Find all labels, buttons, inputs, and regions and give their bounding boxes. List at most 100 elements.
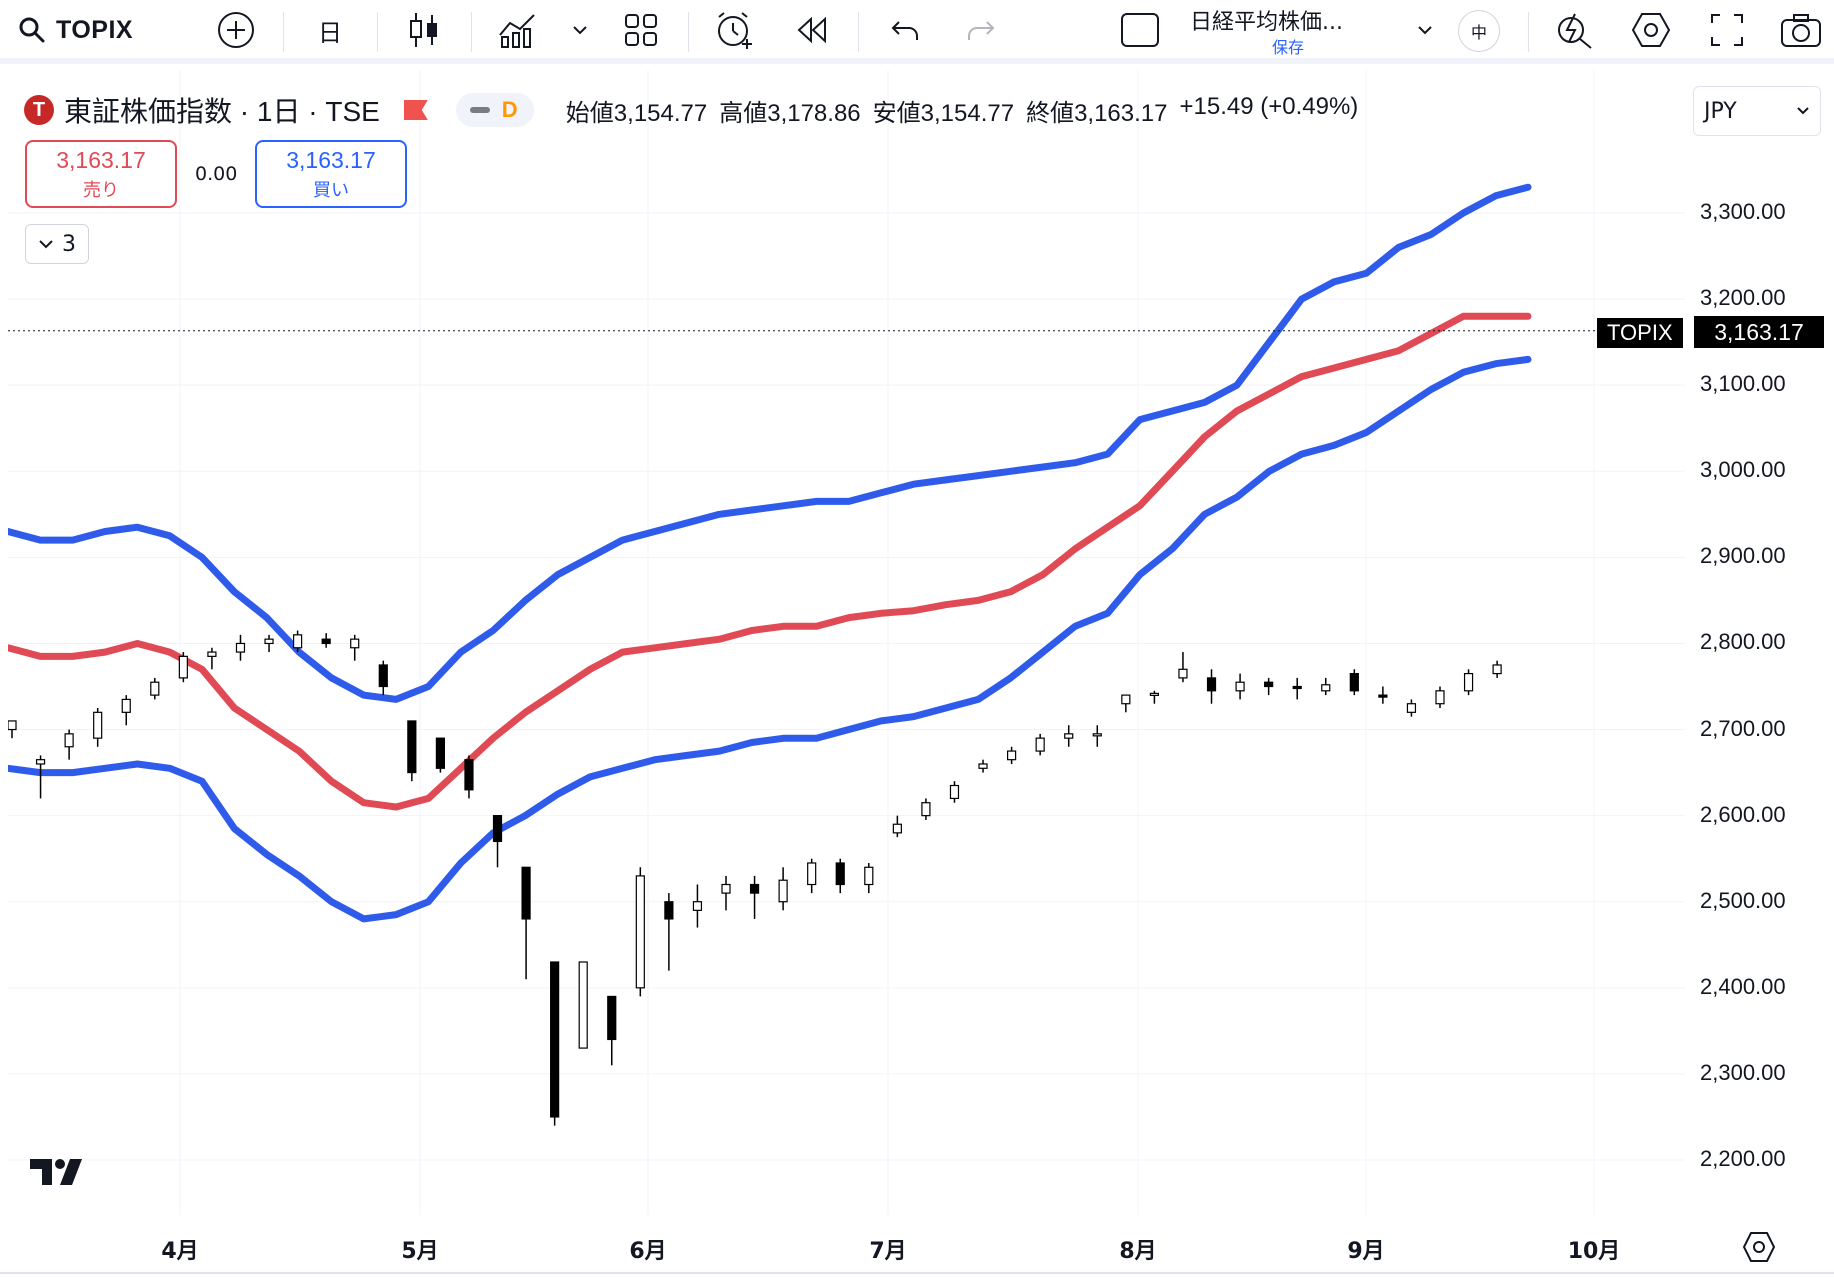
candlestick xyxy=(1206,669,1217,704)
price-axis-label: 2,900.00 xyxy=(1700,543,1786,569)
toolbar-divider xyxy=(377,12,378,52)
candlestick xyxy=(492,815,503,868)
alert-button[interactable] xyxy=(712,8,758,52)
fullscreen-button[interactable] xyxy=(1704,8,1750,52)
candlestick xyxy=(778,867,788,911)
candlestick xyxy=(578,961,588,1049)
candlestick xyxy=(807,858,817,894)
candlestick xyxy=(207,647,217,670)
candlestick xyxy=(321,633,331,648)
replay-button[interactable] xyxy=(790,8,836,52)
tv-logo-icon xyxy=(30,1159,82,1185)
candlestick xyxy=(1121,694,1131,713)
compare-symbol-button[interactable] xyxy=(213,8,259,52)
bottom-border xyxy=(0,1272,1834,1274)
chevron-down-icon xyxy=(39,240,53,249)
change-value: +15.49 (+0.49%) xyxy=(1179,92,1359,120)
delay-badge: D xyxy=(501,97,518,122)
price-axis-label: 2,400.00 xyxy=(1700,973,1786,999)
time-axis-label: 7月 xyxy=(869,1239,907,1264)
chevron-down-icon xyxy=(573,26,587,35)
open-value: 3,154.77 xyxy=(613,99,708,127)
indicators-collapse-button[interactable]: 3 xyxy=(25,224,89,264)
close-value: 3,163.17 xyxy=(1074,99,1168,127)
high-value: 3,178.86 xyxy=(767,99,861,127)
add-circle-icon xyxy=(218,12,254,48)
redo-button[interactable] xyxy=(958,8,1004,52)
time-axis-label: 10月 xyxy=(1567,1239,1621,1264)
grid-icon xyxy=(625,14,657,46)
candlestick xyxy=(635,867,645,997)
candlestick xyxy=(521,866,531,980)
toolbar-divider xyxy=(471,12,472,52)
candlestick xyxy=(35,755,46,799)
tradingview-logo[interactable] xyxy=(30,1155,94,1191)
sell-button[interactable]: 3,163.17 売り xyxy=(25,140,177,208)
close-label: 終値 xyxy=(1026,99,1075,127)
buy-button[interactable]: 3,163.17 買い xyxy=(255,140,407,208)
price-axis-label: 2,300.00 xyxy=(1700,1059,1786,1085)
indicators-count: 3 xyxy=(62,231,76,257)
time-axis-label: 9月 xyxy=(1347,1239,1385,1264)
templates-button[interactable] xyxy=(618,8,664,52)
candlestick xyxy=(749,875,760,919)
last-price-tag: 3,163.17 xyxy=(1694,316,1824,348)
chart-type-button[interactable] xyxy=(401,8,447,52)
layout-dropdown[interactable] xyxy=(1410,8,1440,52)
candlestick xyxy=(178,652,188,683)
open-label: 始値 xyxy=(565,99,614,127)
candlestick xyxy=(121,695,131,726)
candlestick xyxy=(93,708,103,747)
language-badge[interactable]: 中 xyxy=(1458,10,1500,52)
price-axis-label: 2,800.00 xyxy=(1700,629,1786,655)
candlestick xyxy=(1235,673,1245,700)
symbol-price-tag: TOPIX xyxy=(1597,318,1683,348)
snapshot-button[interactable] xyxy=(1778,8,1824,52)
indicators-dropdown[interactable] xyxy=(565,8,595,52)
redo-icon xyxy=(968,21,995,40)
settings-button[interactable] xyxy=(1628,8,1674,52)
interval-button[interactable]: 日 xyxy=(318,18,342,47)
symbol-title[interactable]: 東証株価指数 · 1日 · TSE xyxy=(64,96,380,127)
candlestick xyxy=(1035,733,1045,756)
candlestick xyxy=(464,755,474,799)
data-status-pill[interactable]: D xyxy=(455,93,534,127)
currency-select[interactable]: JPY xyxy=(1693,86,1821,136)
layout-name-button[interactable]: 日経平均株価... 保存 xyxy=(1190,6,1390,57)
price-axis-label: 3,200.00 xyxy=(1700,285,1786,311)
axis-settings-button[interactable] xyxy=(1742,1230,1776,1268)
chevron-down-icon xyxy=(1797,107,1809,115)
search-icon xyxy=(19,17,45,43)
chart-legend: T 東証株価指数 · 1日 · TSE D 始値3,154.77 高値3,178… xyxy=(24,90,1358,130)
symbol-search-button[interactable]: TOPIX xyxy=(18,8,133,52)
low-label: 安値 xyxy=(872,99,921,127)
candlestick xyxy=(921,798,931,820)
layout-checkbox[interactable] xyxy=(1120,8,1160,52)
candlestick xyxy=(1435,686,1445,709)
candlestick xyxy=(1064,725,1074,747)
candlestick xyxy=(607,995,617,1066)
undo-button[interactable] xyxy=(882,8,928,52)
price-chart[interactable] xyxy=(8,70,1834,1278)
symbol-logo: T xyxy=(24,95,54,125)
layout-name: 日経平均株価... xyxy=(1190,10,1343,35)
indicators-button[interactable] xyxy=(495,8,541,52)
candlestick xyxy=(721,875,731,911)
candlestick xyxy=(1149,690,1160,704)
candles-icon xyxy=(410,13,437,47)
quick-search-button[interactable] xyxy=(1552,8,1598,52)
candlestick xyxy=(550,961,560,1126)
time-axis-label: 5月 xyxy=(401,1239,439,1264)
candlestick xyxy=(378,660,388,696)
candlestick xyxy=(293,630,303,653)
time-axis-label: 6月 xyxy=(629,1239,667,1264)
candlestick xyxy=(1178,652,1188,683)
low-value: 3,154.77 xyxy=(920,99,1015,127)
symbol-label: TOPIX xyxy=(56,15,134,44)
flag-icon[interactable] xyxy=(403,100,428,120)
bollinger-bands xyxy=(8,183,1532,923)
fullscreen-icon xyxy=(1711,14,1743,46)
price-axis-label: 3,000.00 xyxy=(1700,457,1786,483)
candlesticks xyxy=(8,630,1502,1126)
high-label: 高値 xyxy=(719,99,768,127)
